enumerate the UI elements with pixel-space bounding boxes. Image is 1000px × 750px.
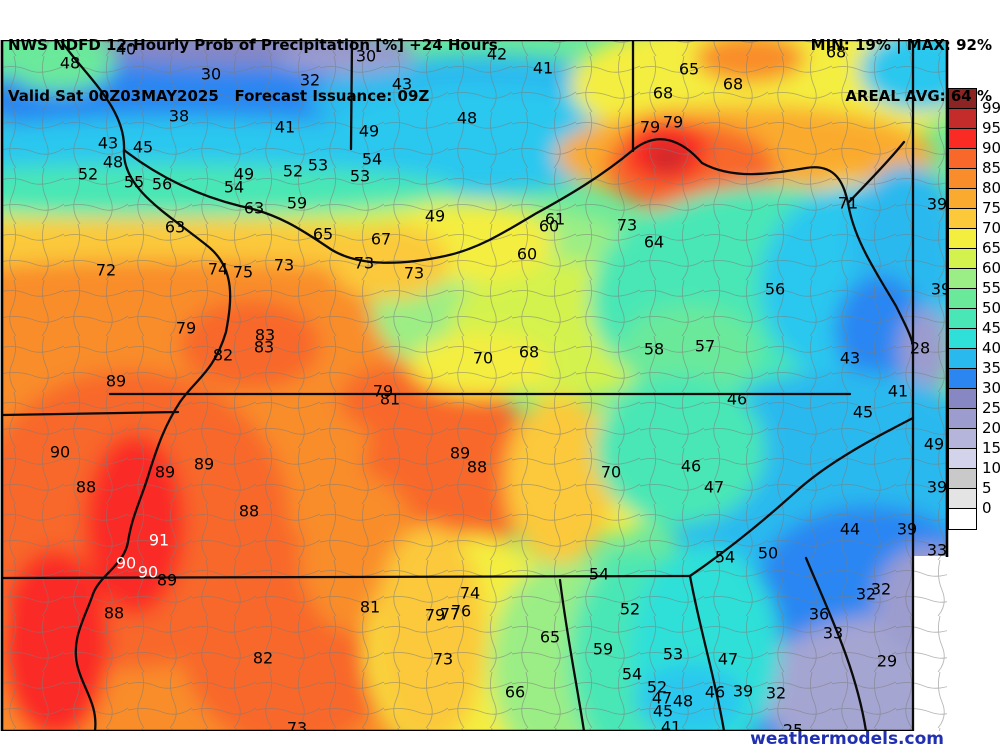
nc-sc-border (804, 556, 868, 731)
colorbar-swatch (949, 389, 976, 409)
colorbar-swatch (949, 229, 976, 249)
state-borders (2, 40, 915, 731)
stats-areal-avg: AREAL AVG: 64 % (845, 87, 992, 105)
mo-ar-border (2, 410, 180, 417)
colorbar-tick-label: 15 (982, 439, 1000, 457)
watermark: weathermodels.com (750, 729, 944, 749)
colorbar-tick-label: 5 (982, 479, 992, 497)
colorbar-tick-label: 25 (982, 399, 1000, 417)
colorbar-tick-label: 50 (982, 299, 1000, 317)
colorbar-swatch (949, 309, 976, 329)
map-title: NWS NDFD 12-Hourly Prob of Precipitation… (8, 36, 498, 54)
colorbar-tick-label: 40 (982, 339, 1000, 357)
colorbar: 99 95 90 85 80 75 70 65 60 55 50 45 40 35 30 25 20 15 10 5 0 (948, 88, 1000, 530)
colorbar-swatch (949, 269, 976, 289)
mississippi-river (60, 40, 232, 731)
colorbar-swatch (949, 509, 976, 529)
colorbar-tick-label: 75 (982, 199, 1000, 217)
header-right: MIN: 19% | MAX: 92% AREAL AVG: 64 % (811, 3, 992, 139)
nc-ga-border (688, 574, 726, 731)
wv-border (846, 140, 906, 205)
colorbar-swatch (949, 489, 976, 509)
colorbar-swatch (949, 189, 976, 209)
probability-field (2, 40, 947, 731)
colorbar-swatch (949, 469, 976, 489)
colorbar-tick-label: 0 (982, 499, 992, 517)
colorbar-tick-label: 60 (982, 259, 1000, 277)
colorbar-swatch (949, 109, 976, 129)
colorbar-swatch (949, 129, 976, 149)
colorbar-tick-label: 55 (982, 279, 1000, 297)
colorbar-swatch (949, 429, 976, 449)
colorbar-swatch (949, 209, 976, 229)
colorbar-swatches (948, 88, 977, 530)
colorbar-tick-label: 35 (982, 359, 1000, 377)
colorbar-tick-label: 45 (982, 319, 1000, 337)
colorbar-swatch (949, 169, 976, 189)
ohio-river-ky-border (122, 138, 915, 347)
colorbar-swatch (949, 409, 976, 429)
colorbar-tick-label: 95 (982, 119, 1000, 137)
county-borders (2, 40, 947, 731)
map-valid-time: Valid Sat 00Z03MAY2025 Forecast Issuance… (8, 87, 430, 105)
colorbar-swatch (949, 369, 976, 389)
colorbar-swatch (949, 149, 976, 169)
tn-south-border (2, 574, 692, 580)
colorbar-tick-label: 85 (982, 159, 1000, 177)
colorbar-tick-label: 90 (982, 139, 1000, 157)
colorbar-swatch (949, 289, 976, 309)
colorbar-tick-label: 30 (982, 379, 1000, 397)
colorbar-swatch (949, 249, 976, 269)
colorbar-tick-label: 10 (982, 459, 1000, 477)
colorbar-swatch (949, 89, 976, 109)
stats-min-max: MIN: 19% | MAX: 92% (810, 36, 992, 54)
colorbar-swatch (949, 329, 976, 349)
colorbar-swatch (949, 449, 976, 469)
map-header: NWS NDFD 12-Hourly Prob of Precipitation… (0, 0, 1000, 105)
header-left: NWS NDFD 12-Hourly Prob of Precipitation… (8, 3, 498, 139)
footer: weathermodels.com (0, 729, 1000, 750)
colorbar-tick-label: 70 (982, 219, 1000, 237)
colorbar-tick-label: 20 (982, 419, 1000, 437)
tn-nc-border (688, 416, 915, 578)
colorbar-tick-label: 80 (982, 179, 1000, 197)
colorbar-tick-label: 99 (982, 99, 1000, 117)
colorbar-tick-label: 65 (982, 239, 1000, 257)
al-ga-border (558, 578, 586, 731)
colorbar-swatch (949, 349, 976, 369)
il-in-border (349, 40, 354, 151)
